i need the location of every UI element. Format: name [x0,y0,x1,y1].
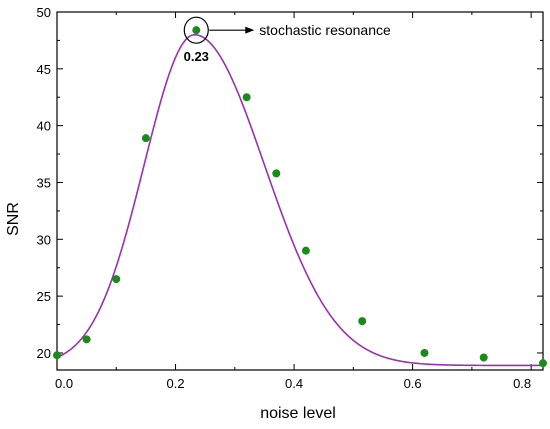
data-point [192,26,201,35]
annotation-value-label: 0.23 [184,49,209,64]
x-tick-label: 0.2 [166,376,184,391]
data-point [539,359,547,368]
data-point [272,169,281,178]
annotation-arrow-head [245,26,255,34]
data-point [358,317,367,326]
fit-curve-line [57,33,543,367]
y-tick-label: 50 [37,5,51,20]
data-point [242,93,251,102]
data-point [141,134,150,143]
plot-frame [56,11,544,371]
x-tick-label: 0.0 [55,376,73,391]
y-tick-label: 45 [37,62,51,77]
annotation-label: stochastic resonance [259,22,391,38]
data-point [82,335,91,344]
y-axis-label: SNR [5,202,22,236]
annotation-circle [183,16,209,44]
data-point [53,351,61,360]
data-point [479,353,488,362]
data-point [420,348,429,357]
x-axis-label: noise level [260,405,336,422]
data-point [301,246,310,255]
y-tick-label: 35 [37,175,51,190]
x-tick-label: 0.4 [285,376,303,391]
data-point [112,275,121,284]
y-tick-label: 25 [37,289,51,304]
x-tick-label: 0.8 [513,376,531,391]
x-tick-label: 0.6 [404,376,422,391]
y-tick-label: 20 [37,346,51,361]
y-tick-label: 30 [37,232,51,247]
y-tick-label: 40 [37,119,51,134]
